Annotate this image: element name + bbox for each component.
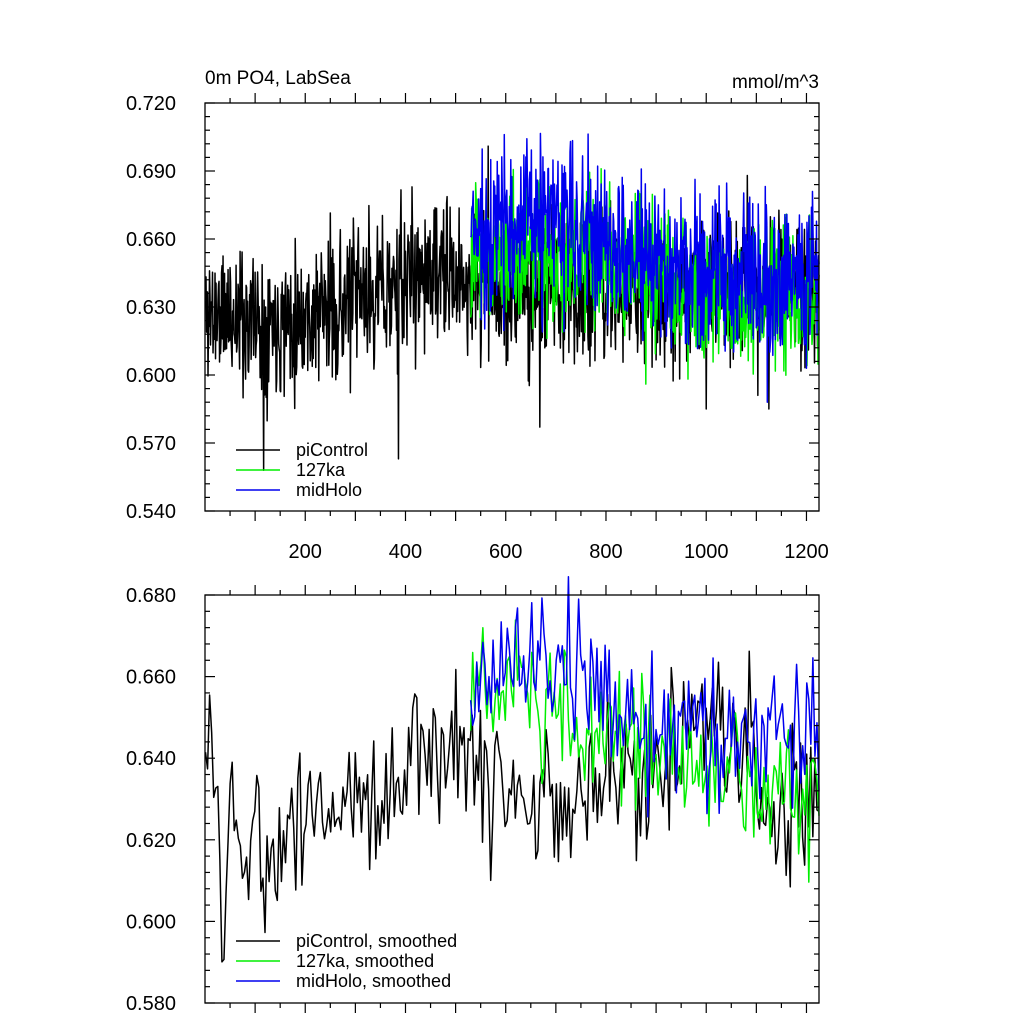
legend-label: 127ka, smoothed	[296, 951, 434, 971]
legend-label: midHolo, smoothed	[296, 971, 451, 991]
x-tick-label: 800	[589, 541, 622, 563]
plot-frame	[204, 594, 820, 1004]
series-line-midholo	[469, 132, 820, 403]
x-tick-label: 600	[489, 541, 522, 563]
legend-label: piControl	[296, 440, 368, 460]
x-tick-label: 1200	[784, 541, 829, 563]
y-tick-label: 0.600	[126, 911, 176, 933]
chart-title: 0m PO4, LabSea	[205, 68, 351, 89]
y-tick-label: 0.660	[126, 229, 176, 251]
y-tick-label: 0.620	[126, 830, 176, 852]
x-tick-label: 1000	[684, 541, 729, 563]
x-tick-label: 400	[389, 541, 422, 563]
x-tick-label: 200	[289, 541, 322, 563]
y-tick-label: 0.660	[126, 667, 176, 689]
y-tick-label: 0.640	[126, 748, 176, 770]
legend-label: 127ka	[296, 460, 346, 480]
y-tick-label: 0.580	[126, 993, 176, 1015]
series-line-picontrol-smoothed	[204, 650, 820, 963]
y-tick-label: 0.690	[126, 161, 176, 183]
y-tick-label: 0.680	[126, 585, 176, 607]
y-tick-label: 0.630	[126, 297, 176, 319]
y-tick-label: 0.600	[126, 365, 176, 387]
y-tick-label: 0.720	[126, 93, 176, 115]
series-line-midholo-smoothed	[469, 576, 820, 818]
series-line-127ka	[469, 166, 820, 385]
legend-label: piControl, smoothed	[296, 931, 457, 951]
y-tick-label: 0.570	[126, 433, 176, 455]
bottom-panel-smoothed: 0.580 0.600 0.620 0.640 0.660 0.680 piControl,…	[126, 576, 820, 1015]
top-panel-raw: 0.540 0.570 0.600 0.630 0.660 0.690 0.720 200 40…	[126, 68, 829, 563]
y-tick-label: 0.540	[126, 501, 176, 523]
units-label: mmol/m^3	[732, 72, 819, 93]
legend-label: midHolo	[296, 480, 362, 500]
series-line-127ka-smoothed	[469, 619, 820, 883]
